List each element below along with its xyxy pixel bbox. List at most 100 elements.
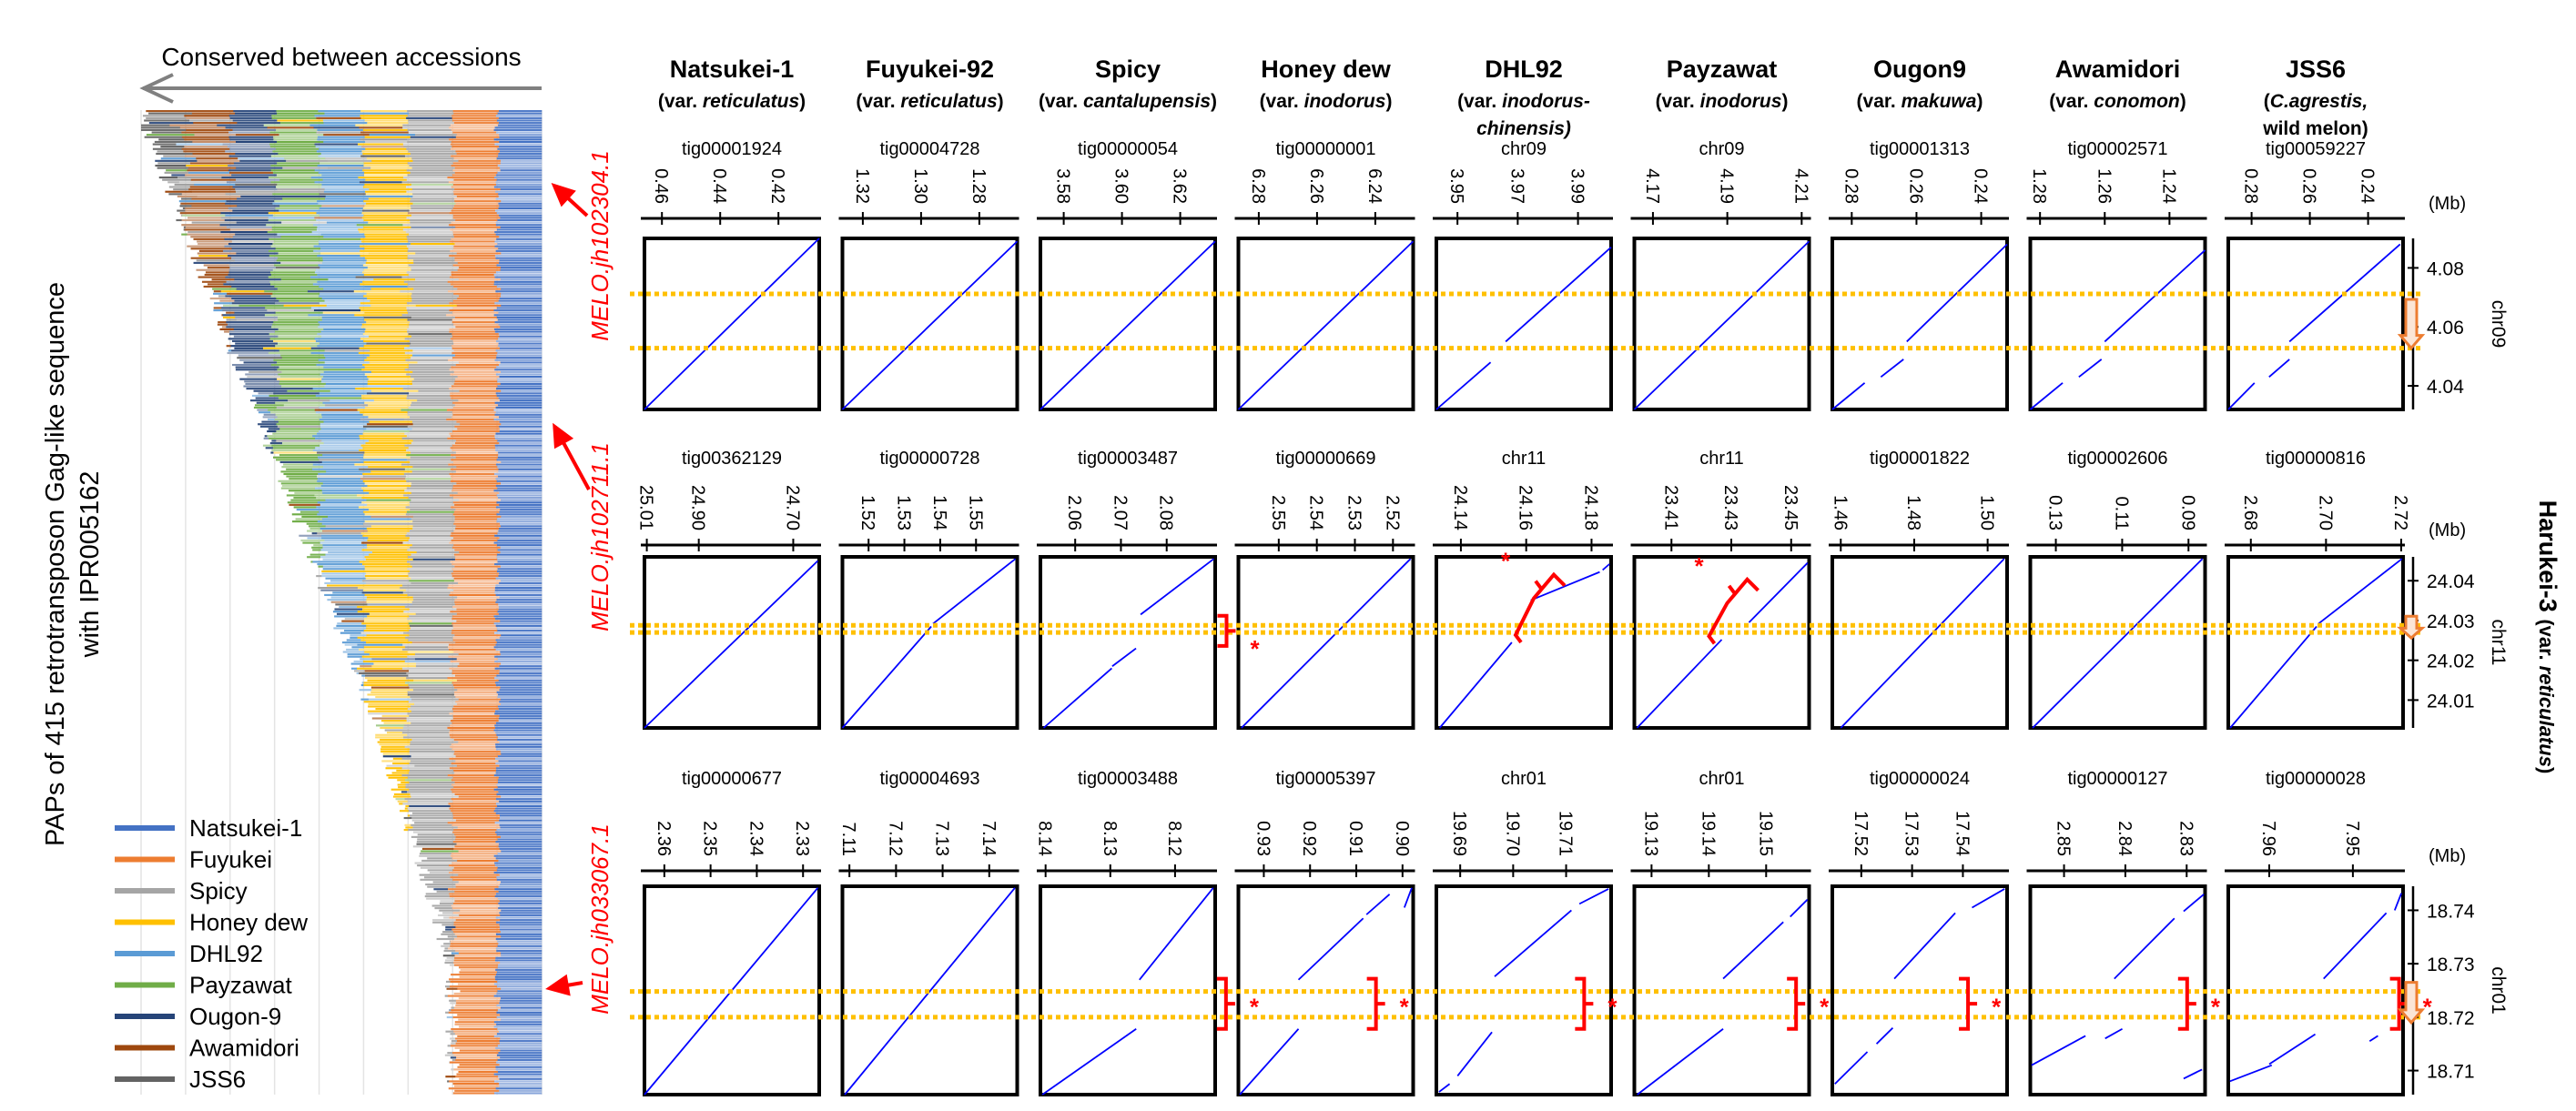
accession-variety-var-prefix: (var.: [1039, 91, 1083, 112]
bar-segment: [495, 349, 543, 352]
x-tick-label: 0.24: [2358, 168, 2378, 204]
bar-segment: [453, 937, 496, 941]
bar-segment: [380, 720, 407, 722]
x-tick-label: 0.91: [1345, 821, 1365, 856]
bar-segment: [453, 580, 501, 582]
bar-segment: [451, 568, 498, 571]
bar-segment: [312, 388, 356, 390]
bar-segment: [386, 774, 402, 777]
bar-segment: [323, 122, 368, 125]
bar-segment: [412, 845, 455, 848]
bar-segment: [411, 520, 455, 523]
bar-segment: [365, 641, 412, 644]
bar-segment: [459, 1077, 500, 1080]
bar-segment: [311, 230, 360, 234]
bar-segment: [407, 651, 454, 653]
x-tick-label: 7.96: [2258, 821, 2278, 856]
bar-segment: [403, 724, 451, 727]
bar-segment: [364, 257, 408, 259]
bar-segment: [365, 572, 409, 575]
bar-segment: [500, 952, 543, 954]
bar-segment: [368, 537, 410, 540]
bar-segment: [458, 966, 498, 969]
bar-segment: [364, 568, 408, 571]
bar-segment: [410, 243, 455, 246]
bar-segment: [275, 311, 323, 314]
bar-segment: [191, 221, 237, 224]
bar-segment: [402, 541, 450, 544]
bar-segment: [458, 952, 501, 954]
bar-segment: [409, 748, 452, 751]
bar-segment: [498, 701, 543, 703]
bar-segment: [314, 487, 362, 490]
bar-segment: [368, 252, 416, 255]
contig-name: tig00004693: [879, 769, 979, 789]
bar-segment: [235, 342, 278, 345]
bar-segment: [493, 280, 543, 283]
bar-segment: [408, 804, 451, 808]
bar-segment: [493, 724, 543, 727]
bar-segment: [456, 1073, 494, 1076]
bar-segment: [322, 178, 366, 181]
bar-segment: [315, 268, 364, 271]
bar-segment: [232, 128, 277, 131]
bar-segment: [499, 741, 543, 743]
bar-segment: [458, 850, 502, 853]
bar-segment: [450, 854, 494, 857]
bar-segment: [496, 351, 543, 355]
bar-segment: [406, 328, 450, 331]
bar-segment: [411, 214, 453, 217]
bar-segment: [452, 292, 502, 295]
bar-segment: [498, 397, 543, 399]
bar-segment: [362, 152, 411, 156]
bar-segment: [445, 925, 456, 929]
bar-segment: [449, 328, 494, 331]
bar-segment: [449, 276, 495, 278]
bar-segment: [228, 330, 275, 333]
bar-segment: [353, 314, 402, 317]
x-tick-label: 2.68: [2240, 495, 2260, 530]
bar-segment: [337, 622, 362, 625]
bar-segment: [319, 162, 364, 165]
bar-segment: [447, 646, 494, 649]
bar-segment: [356, 605, 405, 609]
accession-variety-line2: chinensis): [1476, 118, 1571, 139]
bar-segment: [403, 816, 412, 820]
alignment-segment: [1140, 558, 1215, 616]
bar-segment: [494, 894, 543, 898]
bar-segment: [411, 297, 458, 300]
bar-segment: [272, 243, 319, 246]
bar-segment: [495, 643, 543, 646]
bar-segment: [454, 167, 500, 169]
bar-segment: [405, 116, 452, 119]
bar-segment: [319, 397, 362, 399]
bar-segment: [493, 273, 543, 277]
alignment-segment: [1494, 909, 1572, 977]
bar-segment: [451, 1052, 499, 1055]
bar-segment: [222, 309, 268, 312]
bar-segment: [497, 532, 543, 535]
bar-segment: [336, 612, 370, 615]
bar-segment: [321, 318, 365, 321]
bar-segment: [493, 309, 543, 312]
bar-segment: [415, 662, 460, 665]
bar-segment: [496, 971, 543, 974]
x-tick-label: 8.13: [1100, 821, 1120, 856]
bar-segment: [441, 924, 454, 926]
bar-segment: [453, 236, 500, 238]
bar-segment: [339, 605, 358, 609]
bar-segment: [497, 338, 543, 340]
bar-segment: [291, 513, 318, 516]
bar-segment: [498, 1052, 543, 1055]
bar-segment: [409, 429, 452, 433]
bar-segment: [406, 271, 451, 274]
bar-segment: [457, 1014, 501, 1016]
bar-segment: [166, 169, 188, 172]
bar-segment: [497, 568, 543, 571]
bar-segment: [360, 146, 404, 148]
accession-variety-var-italic: C.agrestis,: [2270, 91, 2368, 112]
bar-segment: [496, 212, 543, 215]
bar-segment: [500, 1049, 543, 1052]
